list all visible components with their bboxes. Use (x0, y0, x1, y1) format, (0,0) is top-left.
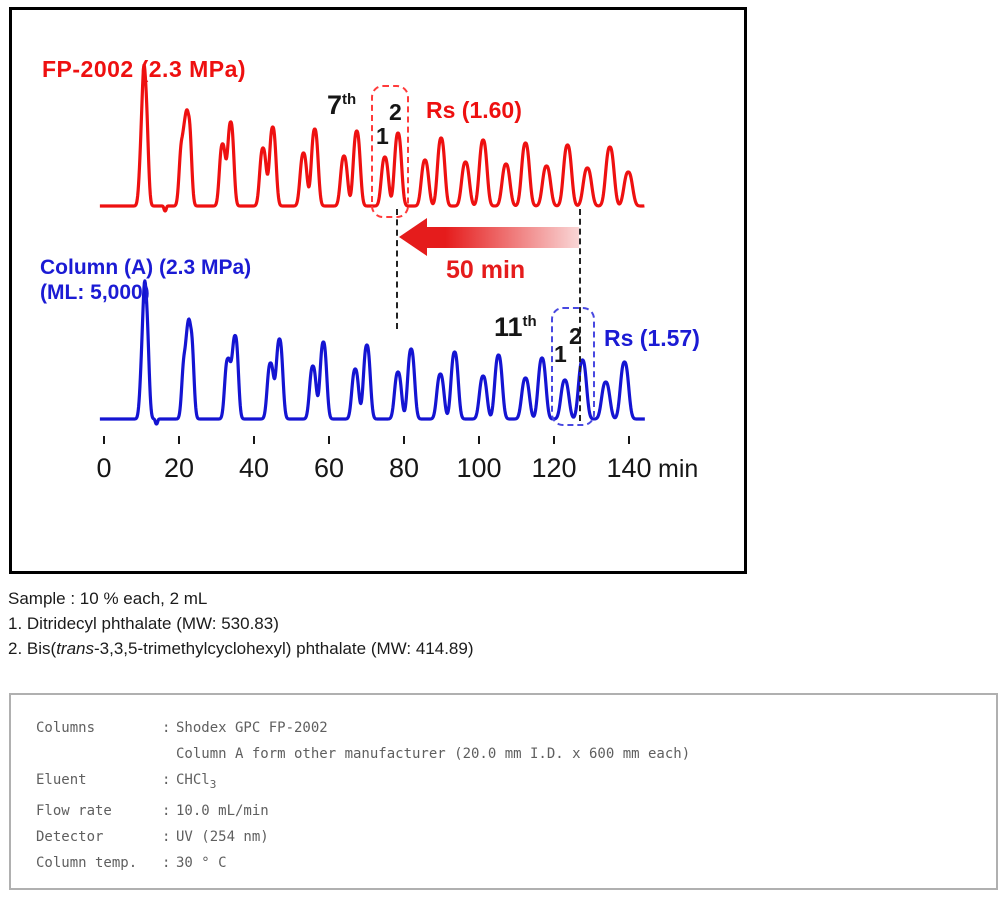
condition-row: Column temp.:30 ° C (36, 850, 996, 876)
sample-item-2-pre: 2. Bis( (8, 639, 57, 658)
red-cycle-suffix: th (342, 91, 357, 108)
condition-row: Eluent: CHCl3 (36, 767, 996, 798)
condition-colon (162, 741, 176, 767)
condition-row: Columns: Shodex GPC FP-2002 (36, 715, 996, 741)
red-cycle-annotation: 7th (327, 90, 356, 121)
condition-value: 10.0 mL/min (176, 802, 269, 819)
condition-label: Columns (36, 720, 96, 736)
blue-cycle-annotation: 11th (494, 312, 537, 343)
condition-colon: : (162, 854, 171, 871)
sample-item-2-italic: trans (56, 639, 94, 658)
condition-label (36, 741, 162, 767)
blue-cycle-suffix: th (522, 313, 537, 330)
blue-highlight-box (551, 307, 595, 426)
condition-value: CHCl3 (176, 772, 217, 791)
red-series-label: FP-2002 (2.3 MPa) (42, 56, 247, 82)
condition-value: UV (254 nm) (176, 828, 269, 845)
blue-peak2-label: 2 (569, 323, 582, 349)
condition-colon: : (162, 828, 171, 845)
red-highlight-box (371, 85, 409, 218)
red-peak1-label: 1 (376, 123, 389, 149)
blue-cycle-number: 11 (494, 312, 523, 342)
condition-colon: : (162, 720, 171, 736)
red-resolution-label: Rs (1.60) (426, 97, 522, 123)
condition-row: Detector: UV (254 nm) (36, 824, 996, 850)
condition-label: Column temp. (36, 854, 138, 871)
sample-item-1: 1. Ditridecyl phthalate (MW: 530.83) (8, 614, 279, 633)
blue-resolution-label: Rs (1.57) (604, 325, 700, 351)
red-peak2-label: 2 (389, 99, 402, 125)
condition-value: Column A form other manufacturer (20.0 m… (176, 746, 691, 762)
conditions-table: Columns: Shodex GPC FP-2002 Column A form … (9, 693, 998, 890)
condition-value: Shodex GPC FP-2002 (176, 720, 328, 736)
condition-label: Detector (36, 828, 104, 845)
condition-label: Eluent (36, 772, 87, 788)
condition-colon: : (162, 772, 171, 788)
shift-arrow-head (399, 218, 427, 256)
red-cycle-number: 7 (327, 90, 343, 120)
condition-label: Flow rate (36, 802, 112, 819)
sample-item-2-post: -3,3,5-trimethylcyclohexyl) phthalate (M… (93, 639, 474, 658)
sample-description: Sample : 10 % each, 2 mL 1. Ditridecyl p… (8, 586, 474, 661)
blue-peak1-label: 1 (554, 341, 567, 367)
condition-row: Flow rate:10.0 mL/min (36, 798, 996, 824)
shift-arrow-label: 50 min (446, 256, 526, 284)
dashed-line-blue-position (579, 209, 581, 421)
sample-line: Sample : 10 % each, 2 mL (8, 589, 208, 608)
sample-item-2: 2. Bis(trans-3,3,5-trimethylcyclohexyl) … (8, 636, 474, 661)
condition-row: Column A form other manufacturer (20.0 m… (36, 741, 996, 767)
dashed-line-red-position (396, 209, 398, 329)
blue-series-sublabel: (ML: 5,000) (40, 281, 150, 304)
shift-arrow-body (427, 227, 579, 248)
condition-value: 30 ° C (176, 854, 227, 871)
blue-series-label: Column (A) (2.3 MPa) (40, 256, 252, 279)
condition-colon: : (162, 802, 171, 819)
